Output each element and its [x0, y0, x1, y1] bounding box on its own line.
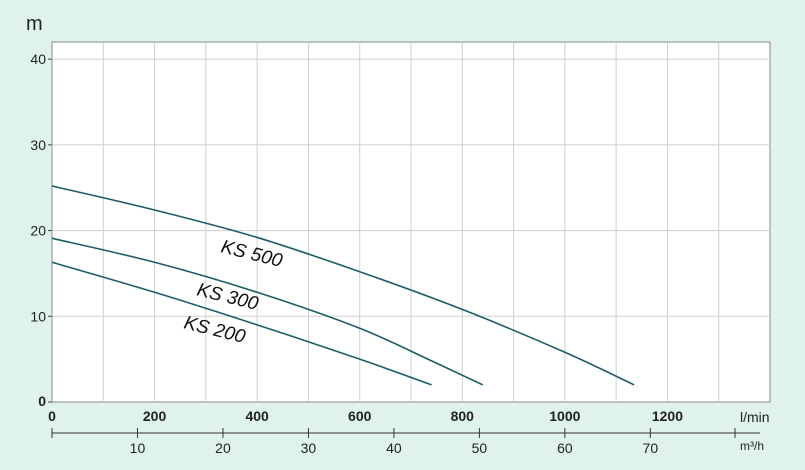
x2-tick-label: 10 — [130, 440, 146, 456]
series-line-ks-500 — [51, 185, 635, 386]
x-tick-label: 1200 — [652, 408, 683, 424]
x2-tick-label: 30 — [301, 440, 317, 456]
grid — [52, 42, 770, 402]
x-tick-label: 1000 — [549, 408, 580, 424]
y-tick-label: 40 — [30, 51, 46, 67]
secondary-x-axis: 10 20 30 40 50 60 70 — [51, 428, 760, 456]
x-axis-unit-primary: l/min — [740, 409, 770, 425]
x2-tick-label: 40 — [386, 440, 402, 456]
y-tick-label: 10 — [30, 308, 46, 324]
x2-tick-label: 70 — [643, 440, 659, 456]
series-line-ks-300 — [51, 237, 484, 386]
y-axis-label: m — [26, 13, 43, 35]
x-tick-label: 200 — [143, 408, 167, 424]
x-tick-label: 600 — [348, 408, 372, 424]
series-line-ks-200 — [51, 261, 432, 386]
x-axis-ticks: 0 200 400 600 800 1000 1200 — [48, 408, 683, 424]
x-tick-label: 800 — [451, 408, 475, 424]
y-tick-label: 0 — [38, 393, 46, 409]
x2-tick-label: 50 — [472, 440, 488, 456]
x-tick-label: 400 — [245, 408, 269, 424]
x-axis-unit-secondary: m³/h — [740, 439, 764, 453]
x2-tick-label: 60 — [557, 440, 573, 456]
y-tick-label: 20 — [30, 223, 46, 239]
x-tick-label: 0 — [48, 408, 56, 424]
y-tick-label: 30 — [30, 137, 46, 153]
x2-tick-label: 20 — [215, 440, 231, 456]
y-axis-ticks: 0 10 20 30 40 — [30, 51, 52, 409]
curves — [51, 185, 635, 386]
